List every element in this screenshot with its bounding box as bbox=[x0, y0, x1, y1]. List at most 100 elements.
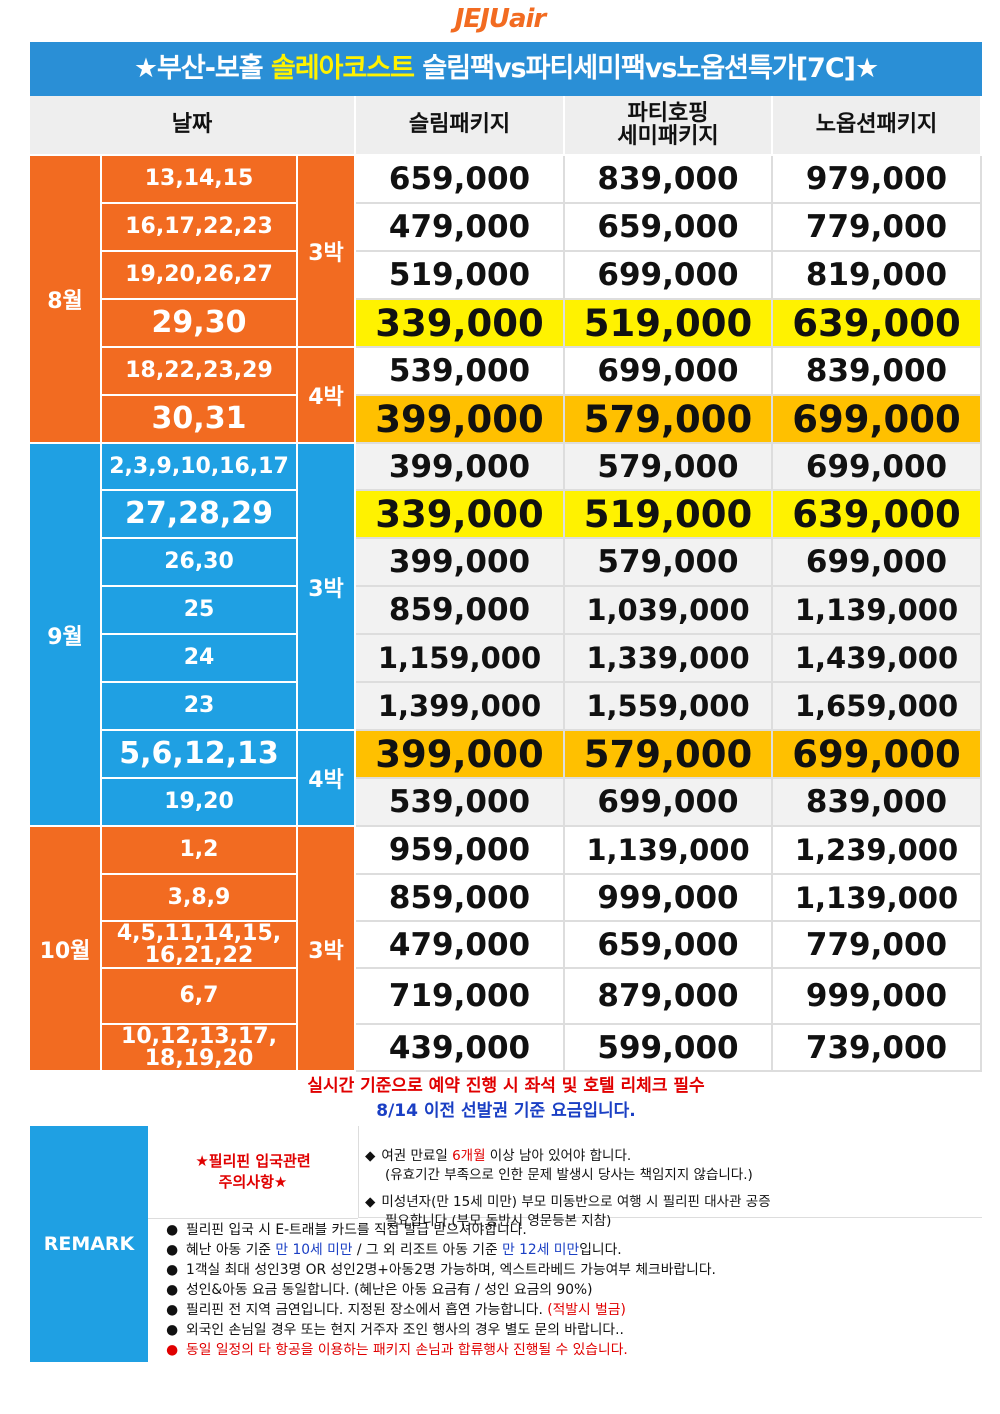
date-cell: 5,6,12,13 bbox=[102, 731, 298, 779]
price-slim: 859,000 bbox=[356, 587, 565, 635]
price-slim: 539,000 bbox=[356, 779, 565, 827]
date-cell: 19,20 bbox=[102, 779, 298, 827]
price-noop: 839,000 bbox=[773, 348, 982, 396]
remark-item: ● 혜난 아동 기준 만 10세 미만 / 그 외 리조트 아동 기준 만 12세… bbox=[166, 1242, 622, 1258]
price-slim: 439,000 bbox=[356, 1025, 565, 1072]
remark-label: REMARK bbox=[30, 1126, 148, 1362]
philippines-notes: ◆ 여권 만료일 6개월 이상 남아 있어야 합니다. (유효기간 부족으로 인한 … bbox=[358, 1126, 982, 1229]
price-party: 579,000 bbox=[565, 539, 773, 587]
nights-sep-3: 3박 bbox=[298, 444, 356, 731]
price-slim: 719,000 bbox=[356, 969, 565, 1025]
title-highlight: 솔레아코스트 bbox=[270, 53, 415, 84]
remark-item: ● 동일 일정의 타 항공을 이용하는 패키지 손님과 합류행사 진행될 수 있습… bbox=[166, 1342, 628, 1358]
nights-sep-4: 4박 bbox=[298, 731, 356, 827]
price-noop: 699,000 bbox=[773, 539, 982, 587]
price-noop: 699,000 bbox=[773, 396, 982, 444]
diamond-icon: ◆ bbox=[365, 1148, 376, 1164]
bullet-icon: ● bbox=[166, 1342, 179, 1358]
price-slim: 659,000 bbox=[356, 156, 565, 204]
price-noop: 779,000 bbox=[773, 204, 982, 252]
price-slim: 339,000 bbox=[356, 300, 565, 348]
price-party: 579,000 bbox=[565, 444, 773, 491]
price-party: 839,000 bbox=[565, 156, 773, 204]
remark-item: ● 필리핀 입국 시 E-트래블 카드를 직접 발급 받으셔야합니다. bbox=[166, 1222, 527, 1238]
price-slim: 339,000 bbox=[356, 491, 565, 539]
date-cell: 4,5,11,14,15, 16,21,22 bbox=[102, 922, 298, 969]
price-party: 1,339,000 bbox=[565, 635, 773, 683]
date-cell: 16,17,22,23 bbox=[102, 204, 298, 252]
price-slim: 399,000 bbox=[356, 539, 565, 587]
date-cell: 13,14,15 bbox=[102, 156, 298, 204]
date-cell: 18,22,23,29 bbox=[102, 348, 298, 396]
month-sep: 9월 bbox=[30, 444, 102, 827]
price-party: 699,000 bbox=[565, 252, 773, 300]
price-slim: 399,000 bbox=[356, 731, 565, 779]
date-cell: 23 bbox=[102, 683, 298, 731]
price-party: 659,000 bbox=[565, 922, 773, 969]
date-cell: 2,3,9,10,16,17 bbox=[102, 444, 298, 491]
price-noop: 1,659,000 bbox=[773, 683, 982, 731]
price-noop: 1,239,000 bbox=[773, 827, 982, 875]
remark-section: REMARK ★필리핀 입국관련 주의사항★ ◆ 여권 만료일 6개월 이상 남아… bbox=[30, 1126, 982, 1362]
price-party: 579,000 bbox=[565, 396, 773, 444]
remark-item: ● 1객실 최대 성인3명 OR 성인2명+아동2명 가능하며, 엑스트라베드 가… bbox=[166, 1262, 716, 1278]
bullet-icon: ● bbox=[166, 1322, 179, 1338]
month-oct: 10월 bbox=[30, 827, 102, 1072]
nights-aug-4: 4박 bbox=[298, 348, 356, 444]
date-cell: 27,28,29 bbox=[102, 491, 298, 539]
bullet-icon: ● bbox=[166, 1302, 179, 1318]
price-slim: 1,159,000 bbox=[356, 635, 565, 683]
bullet-icon: ● bbox=[166, 1242, 179, 1258]
price-slim: 479,000 bbox=[356, 204, 565, 252]
price-party: 599,000 bbox=[565, 1025, 773, 1072]
price-noop: 1,139,000 bbox=[773, 587, 982, 635]
price-table: 날짜 슬림패키지 파티호핑 세미패키지 노옵션패키지 8월 9월 10월 3박 … bbox=[30, 96, 982, 1074]
remark-list: ● 필리핀 입국 시 E-트래블 카드를 직접 발급 받으셔야합니다. ● 혜난 아… bbox=[148, 1218, 982, 1362]
price-slim: 859,000 bbox=[356, 875, 565, 922]
diamond-icon: ◆ bbox=[365, 1194, 376, 1210]
price-party: 659,000 bbox=[565, 204, 773, 252]
header-noop: 노옵션패키지 bbox=[773, 96, 982, 156]
bullet-icon: ● bbox=[166, 1222, 179, 1238]
header-party: 파티호핑 세미패키지 bbox=[565, 96, 773, 156]
month-aug: 8월 bbox=[30, 156, 102, 444]
notice: 실시간 기준으로 예약 진행 시 좌석 및 호텔 리체크 필수 8/14 이전 … bbox=[30, 1074, 982, 1126]
notice-line1: 실시간 기준으로 예약 진행 시 좌석 및 호텔 리체크 필수 bbox=[307, 1076, 705, 1096]
date-cell: 19,20,26,27 bbox=[102, 252, 298, 300]
price-slim: 959,000 bbox=[356, 827, 565, 875]
price-party: 879,000 bbox=[565, 969, 773, 1025]
price-party: 999,000 bbox=[565, 875, 773, 922]
date-cell: 10,12,13,17, 18,19,20 bbox=[102, 1025, 298, 1072]
date-cell: 24 bbox=[102, 635, 298, 683]
price-noop: 999,000 bbox=[773, 969, 982, 1025]
price-noop: 739,000 bbox=[773, 1025, 982, 1072]
title-part1: ★부산-보홀 bbox=[133, 53, 271, 84]
jejuair-logo: JEJUair bbox=[454, 4, 547, 34]
ph-note-minor: ◆ 미성년자(만 15세 미만) 부모 미동반으로 여행 시 필리핀 대사관 공증… bbox=[365, 1194, 771, 1229]
date-cell: 3,8,9 bbox=[102, 875, 298, 922]
price-noop: 839,000 bbox=[773, 779, 982, 827]
price-slim: 519,000 bbox=[356, 252, 565, 300]
price-slim: 399,000 bbox=[356, 396, 565, 444]
price-party: 519,000 bbox=[565, 300, 773, 348]
remark-item: ● 성인&아동 요금 동일합니다. (혜난은 아동 요금有 / 성인 요금의 90… bbox=[166, 1282, 593, 1298]
price-slim: 399,000 bbox=[356, 444, 565, 491]
nights-aug-3: 3박 bbox=[298, 156, 356, 348]
page-title: ★부산-보홀 솔레아코스트 슬림팩vs파티세미팩vs노옵션특가[7C]★ bbox=[30, 42, 982, 96]
header-slim: 슬림패키지 bbox=[356, 96, 565, 156]
nights-oct-3: 3박 bbox=[298, 827, 356, 1072]
price-noop: 1,139,000 bbox=[773, 875, 982, 922]
price-party: 1,139,000 bbox=[565, 827, 773, 875]
price-party: 519,000 bbox=[565, 491, 773, 539]
date-cell: 25 bbox=[102, 587, 298, 635]
bullet-icon: ● bbox=[166, 1282, 179, 1298]
header-date: 날짜 bbox=[30, 96, 356, 156]
price-party: 1,559,000 bbox=[565, 683, 773, 731]
price-noop: 639,000 bbox=[773, 491, 982, 539]
title-part2: 슬림팩vs파티세미팩vs노옵션특가[7C]★ bbox=[414, 53, 879, 84]
price-noop: 699,000 bbox=[773, 731, 982, 779]
date-cell: 6,7 bbox=[102, 969, 298, 1025]
price-party: 699,000 bbox=[565, 779, 773, 827]
price-slim: 1,399,000 bbox=[356, 683, 565, 731]
price-party: 579,000 bbox=[565, 731, 773, 779]
